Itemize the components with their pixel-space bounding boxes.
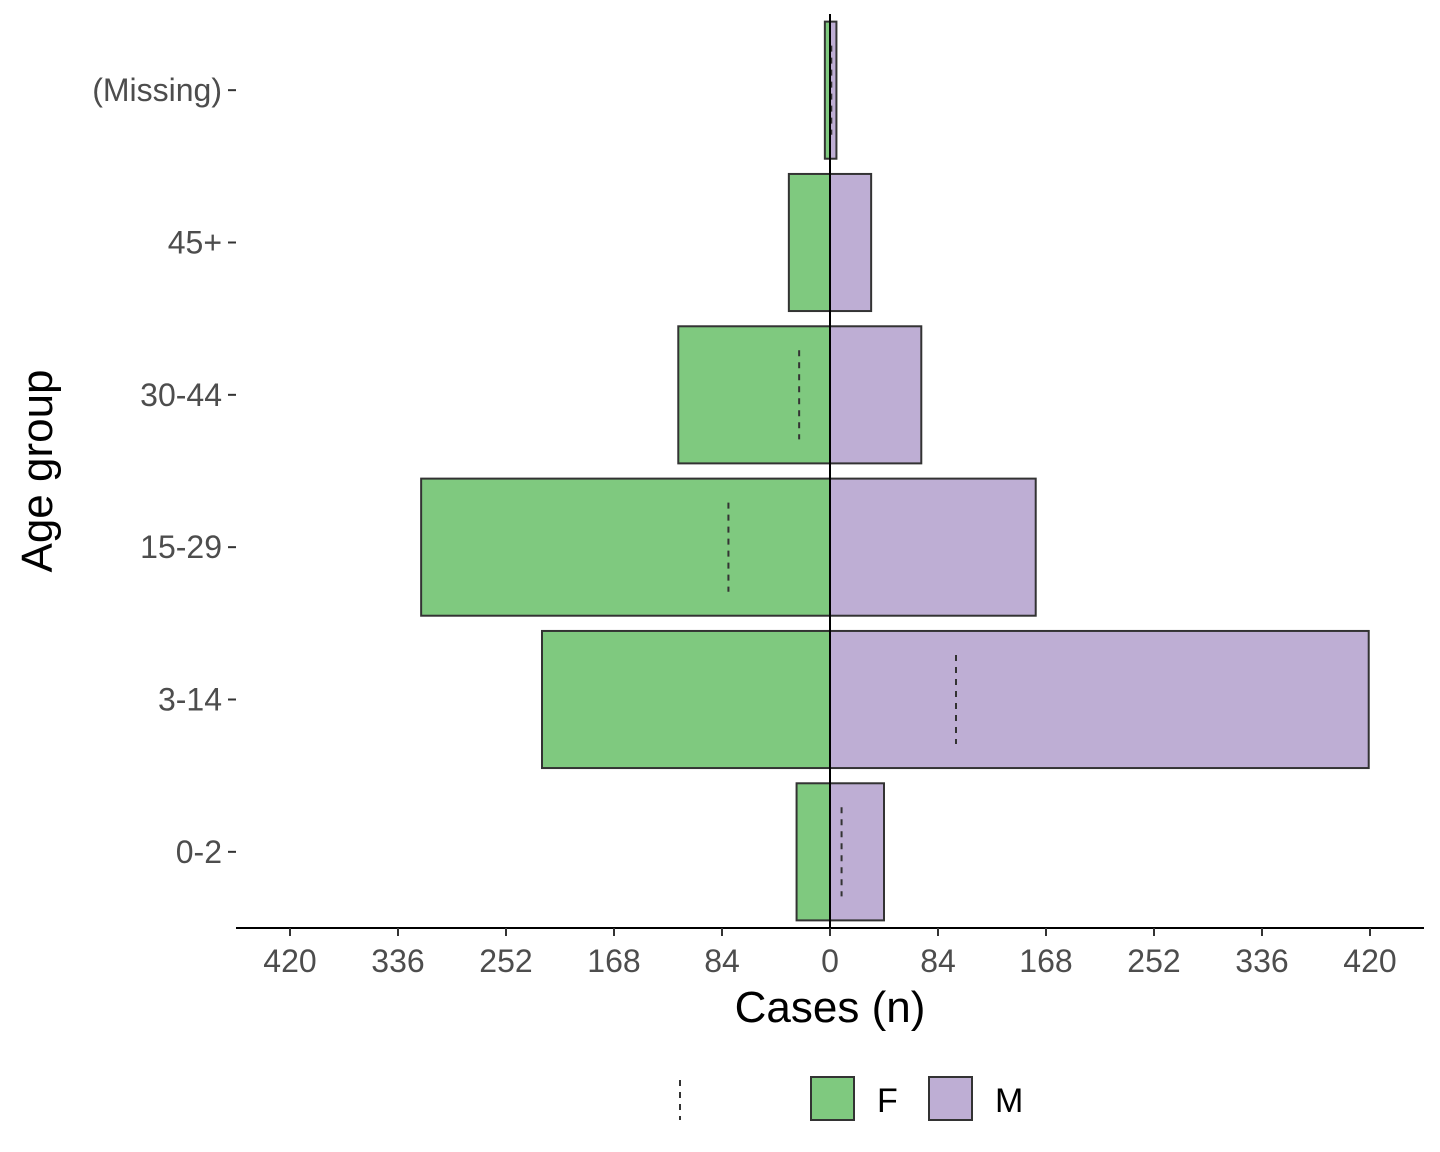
bar-f-1529 [420, 477, 831, 617]
legend-label-m: M [995, 1082, 1023, 1120]
x-tick-label: 168 [587, 943, 640, 979]
x-tick-label: 420 [263, 943, 316, 979]
y-tick-label: (Missing) [92, 72, 222, 108]
legend-key-m [928, 1076, 973, 1121]
y-tick-label: 0-2 [176, 834, 222, 870]
x-tick-label: 0 [821, 943, 839, 979]
bar-f-02 [795, 782, 831, 922]
bar-m-3044 [829, 325, 923, 465]
bar-f-45 [787, 172, 831, 313]
x-tick-label: 336 [371, 943, 424, 979]
bar-f-3044 [677, 325, 831, 465]
bar-m-02 [829, 782, 885, 922]
reference-marks-layer [727, 45, 957, 897]
bars-layer [420, 20, 1370, 922]
x-tick-label: 168 [1019, 943, 1072, 979]
bar-m-45 [829, 172, 873, 313]
y-axis: 0-2 3-14 15-29 30-44 45+ (Missing) [92, 72, 236, 870]
y-tick-label: 15-29 [140, 529, 222, 565]
x-tick-label: 252 [1127, 943, 1180, 979]
legend-key-f [810, 1076, 855, 1121]
y-tick-label: 30-44 [140, 377, 222, 413]
x-tick-label: 336 [1235, 943, 1288, 979]
x-axis-title: Cases (n) [735, 983, 926, 1032]
x-tick-label: 420 [1343, 943, 1396, 979]
bar-m-1529 [829, 477, 1037, 617]
y-tick-label: 45+ [168, 225, 222, 261]
y-tick-label: 3-14 [158, 682, 222, 718]
x-tick-label: 252 [479, 943, 532, 979]
x-tick-label: 84 [920, 943, 956, 979]
legend-label-f: F [877, 1082, 898, 1120]
bar-f-314 [541, 629, 831, 770]
x-tick-label: 84 [704, 943, 740, 979]
x-axis: 420 336 252 168 84 0 84 168 252 336 420 [236, 927, 1424, 979]
y-axis-title: Age group [13, 369, 62, 572]
bar-m-314 [829, 629, 1370, 770]
